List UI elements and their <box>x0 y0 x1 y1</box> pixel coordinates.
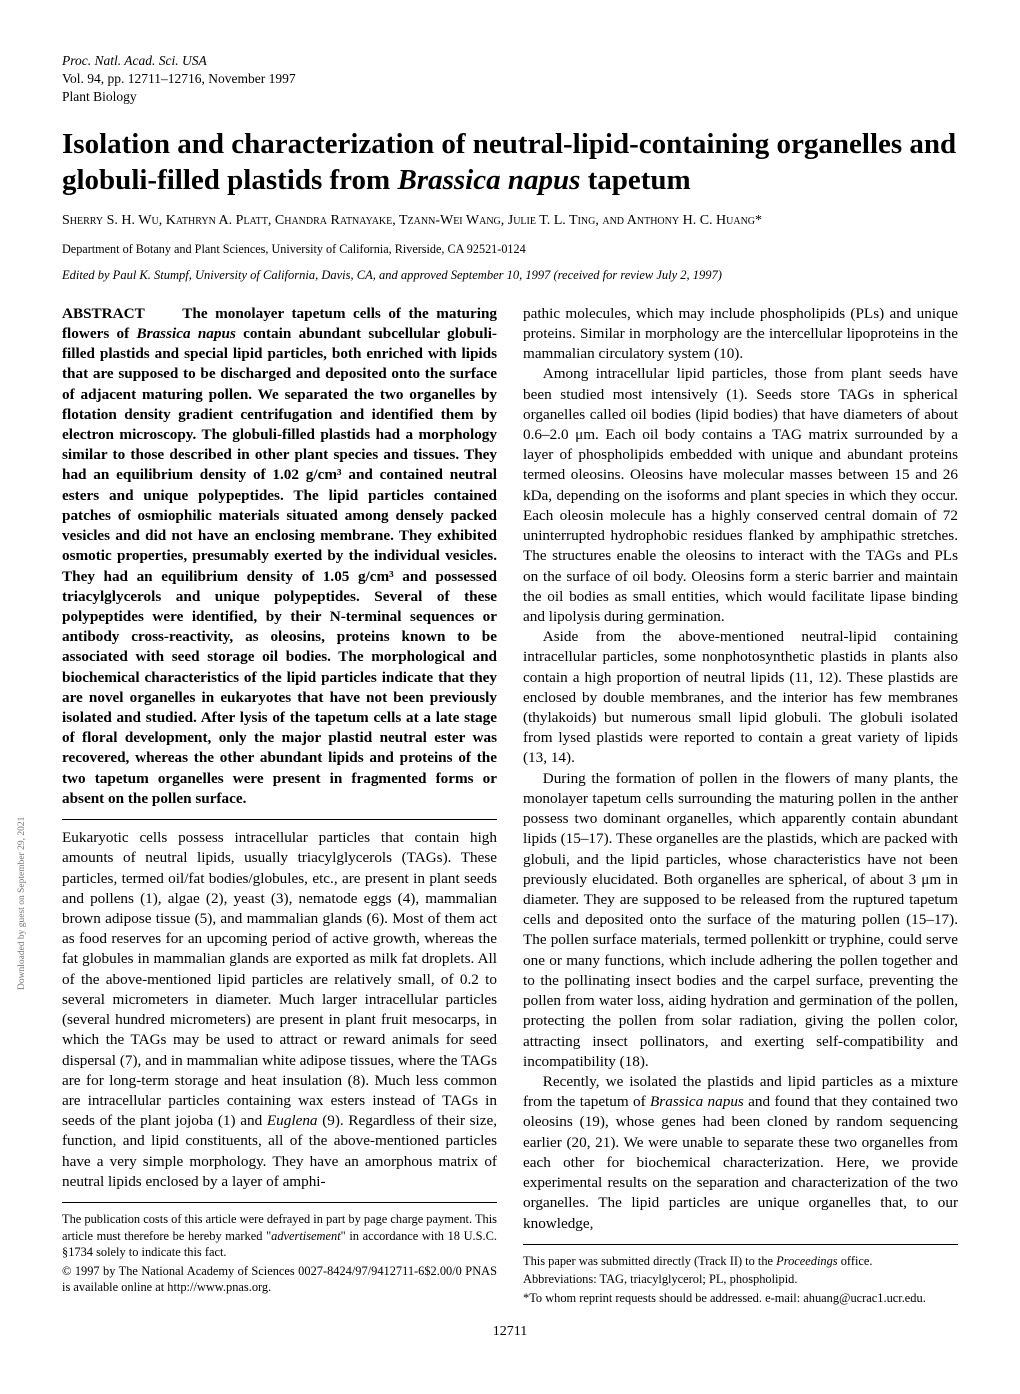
article-title: Isolation and characterization of neutra… <box>62 127 958 198</box>
body-paragraph-5: Recently, we isolated the plastids and l… <box>523 1072 958 1234</box>
body-text-p1: Eukaryotic cells possess intracellular p… <box>62 829 497 1129</box>
body-paragraph-intro: Eukaryotic cells possess intracellular p… <box>62 828 497 1192</box>
abstract-label: ABSTRACT <box>62 305 145 322</box>
two-column-body: ABSTRACT The monolayer tapetum cells of … <box>62 304 958 1309</box>
author-list: Sherry S. H. Wu, Kathryn A. Platt, Chand… <box>62 212 958 231</box>
abstract-divider <box>62 819 497 820</box>
body-paragraph-2: Among intracellular lipid particles, tho… <box>523 364 958 627</box>
footnote-submission: This paper was submitted directly (Track… <box>523 1253 958 1270</box>
right-column: pathic molecules, which may include phos… <box>523 304 958 1309</box>
body-p5-species: Brassica napus <box>650 1093 744 1110</box>
affiliation-line: Department of Botany and Plant Sciences,… <box>62 241 958 257</box>
editor-line: Edited by Paul K. Stumpf, University of … <box>62 267 958 284</box>
footnote-abbreviations: Abbreviations: TAG, triacylglycerol; PL,… <box>523 1271 958 1288</box>
section-name: Plant Biology <box>62 88 958 106</box>
footnote-sub-post: office. <box>838 1254 873 1268</box>
footnote-publication: The publication costs of this article we… <box>62 1211 497 1261</box>
page-number: 12711 <box>62 1323 958 1342</box>
right-footnotes: This paper was submitted directly (Track… <box>523 1253 958 1307</box>
footnote-advertisement: advertisement <box>271 1229 341 1243</box>
abstract-species: Brassica napus <box>137 325 236 342</box>
footnote-divider-right <box>523 1244 958 1245</box>
footnote-copyright: © 1997 by The National Academy of Scienc… <box>62 1263 497 1296</box>
journal-name: Proc. Natl. Acad. Sci. USA <box>62 52 958 70</box>
abstract-paragraph: ABSTRACT The monolayer tapetum cells of … <box>62 304 497 809</box>
footnote-divider-left <box>62 1202 497 1203</box>
left-column: ABSTRACT The monolayer tapetum cells of … <box>62 304 497 1309</box>
body-p5-post: and found that they contained two oleosi… <box>523 1093 958 1231</box>
page-header: Proc. Natl. Acad. Sci. USA Vol. 94, pp. … <box>62 52 958 105</box>
title-species: Brassica napus <box>397 164 580 196</box>
body-italic-euglena: Euglena <box>267 1112 318 1129</box>
body-paragraph-cont: pathic molecules, which may include phos… <box>523 304 958 365</box>
footnote-sub-pre: This paper was submitted directly (Track… <box>523 1254 776 1268</box>
left-footnotes: The publication costs of this article we… <box>62 1211 497 1296</box>
volume-pages: Vol. 94, pp. 12711–12716, November 1997 <box>62 70 958 88</box>
download-watermark: Downloaded by guest on September 29, 202… <box>16 817 29 990</box>
body-paragraph-3: Aside from the above-mentioned neutral-l… <box>523 627 958 769</box>
footnote-proceedings: Proceedings <box>776 1254 837 1268</box>
title-text-post: tapetum <box>580 164 690 196</box>
body-paragraph-4: During the formation of pollen in the fl… <box>523 769 958 1072</box>
abstract-post: contain abundant subcellular globuli-fil… <box>62 325 497 807</box>
footnote-correspondence: *To whom reprint requests should be addr… <box>523 1290 958 1307</box>
